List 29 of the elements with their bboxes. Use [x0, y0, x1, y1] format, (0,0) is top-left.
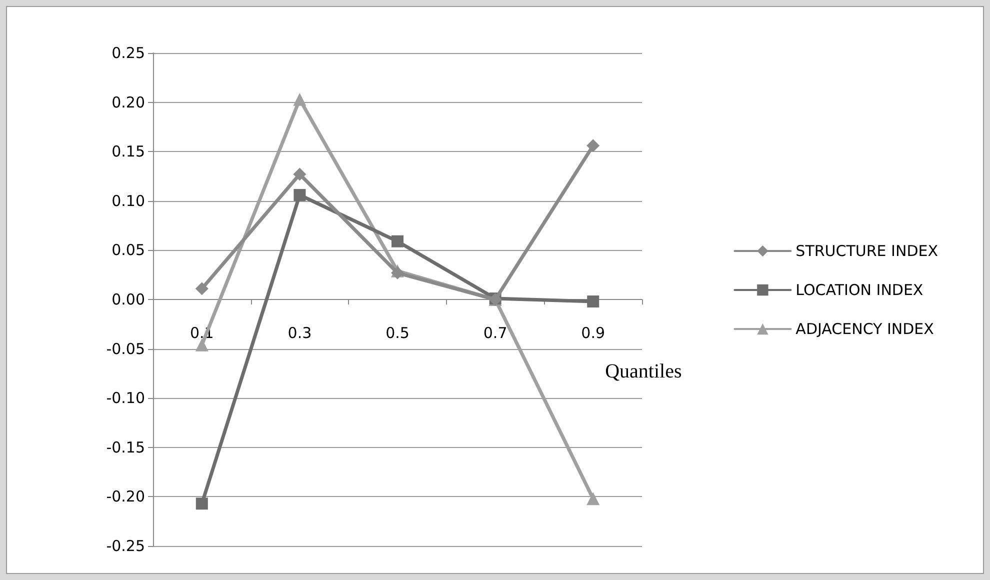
x-tick-label: 0.5	[386, 324, 410, 342]
y-tick-label: 0.10	[112, 192, 145, 210]
point	[293, 168, 306, 181]
point	[293, 92, 306, 106]
y-tick-label: -0.25	[106, 537, 145, 555]
y-tick-label: 0.15	[112, 142, 145, 161]
legend-label: LOCATION INDEX	[796, 281, 924, 299]
y-tick-label: 0.20	[112, 93, 145, 112]
y-tick-label: 0.25	[112, 44, 145, 62]
x-tick-label: 0.9	[581, 324, 606, 342]
x-axis-title: Quantiles	[605, 360, 682, 382]
point	[196, 498, 208, 510]
point	[195, 282, 208, 296]
y-tick-label: 0.00	[112, 290, 145, 308]
legend-label: ADJACENCY INDEX	[796, 320, 934, 338]
y-tick-label: -0.10	[106, 389, 145, 408]
point	[195, 338, 208, 352]
y-tick-label: -0.15	[106, 438, 145, 456]
point	[392, 235, 404, 248]
legend-label: STRUCTURE INDEX	[796, 242, 938, 260]
y-tick-label: -0.20	[106, 488, 145, 506]
y-tick-label: 0.05	[112, 241, 145, 260]
x-tick-label: 0.7	[483, 324, 508, 342]
point	[587, 295, 600, 308]
x-tick-label: 0.3	[288, 324, 312, 342]
point	[586, 492, 600, 506]
point	[586, 139, 600, 152]
y-tick-label: -0.05	[106, 340, 145, 358]
point	[294, 188, 306, 201]
